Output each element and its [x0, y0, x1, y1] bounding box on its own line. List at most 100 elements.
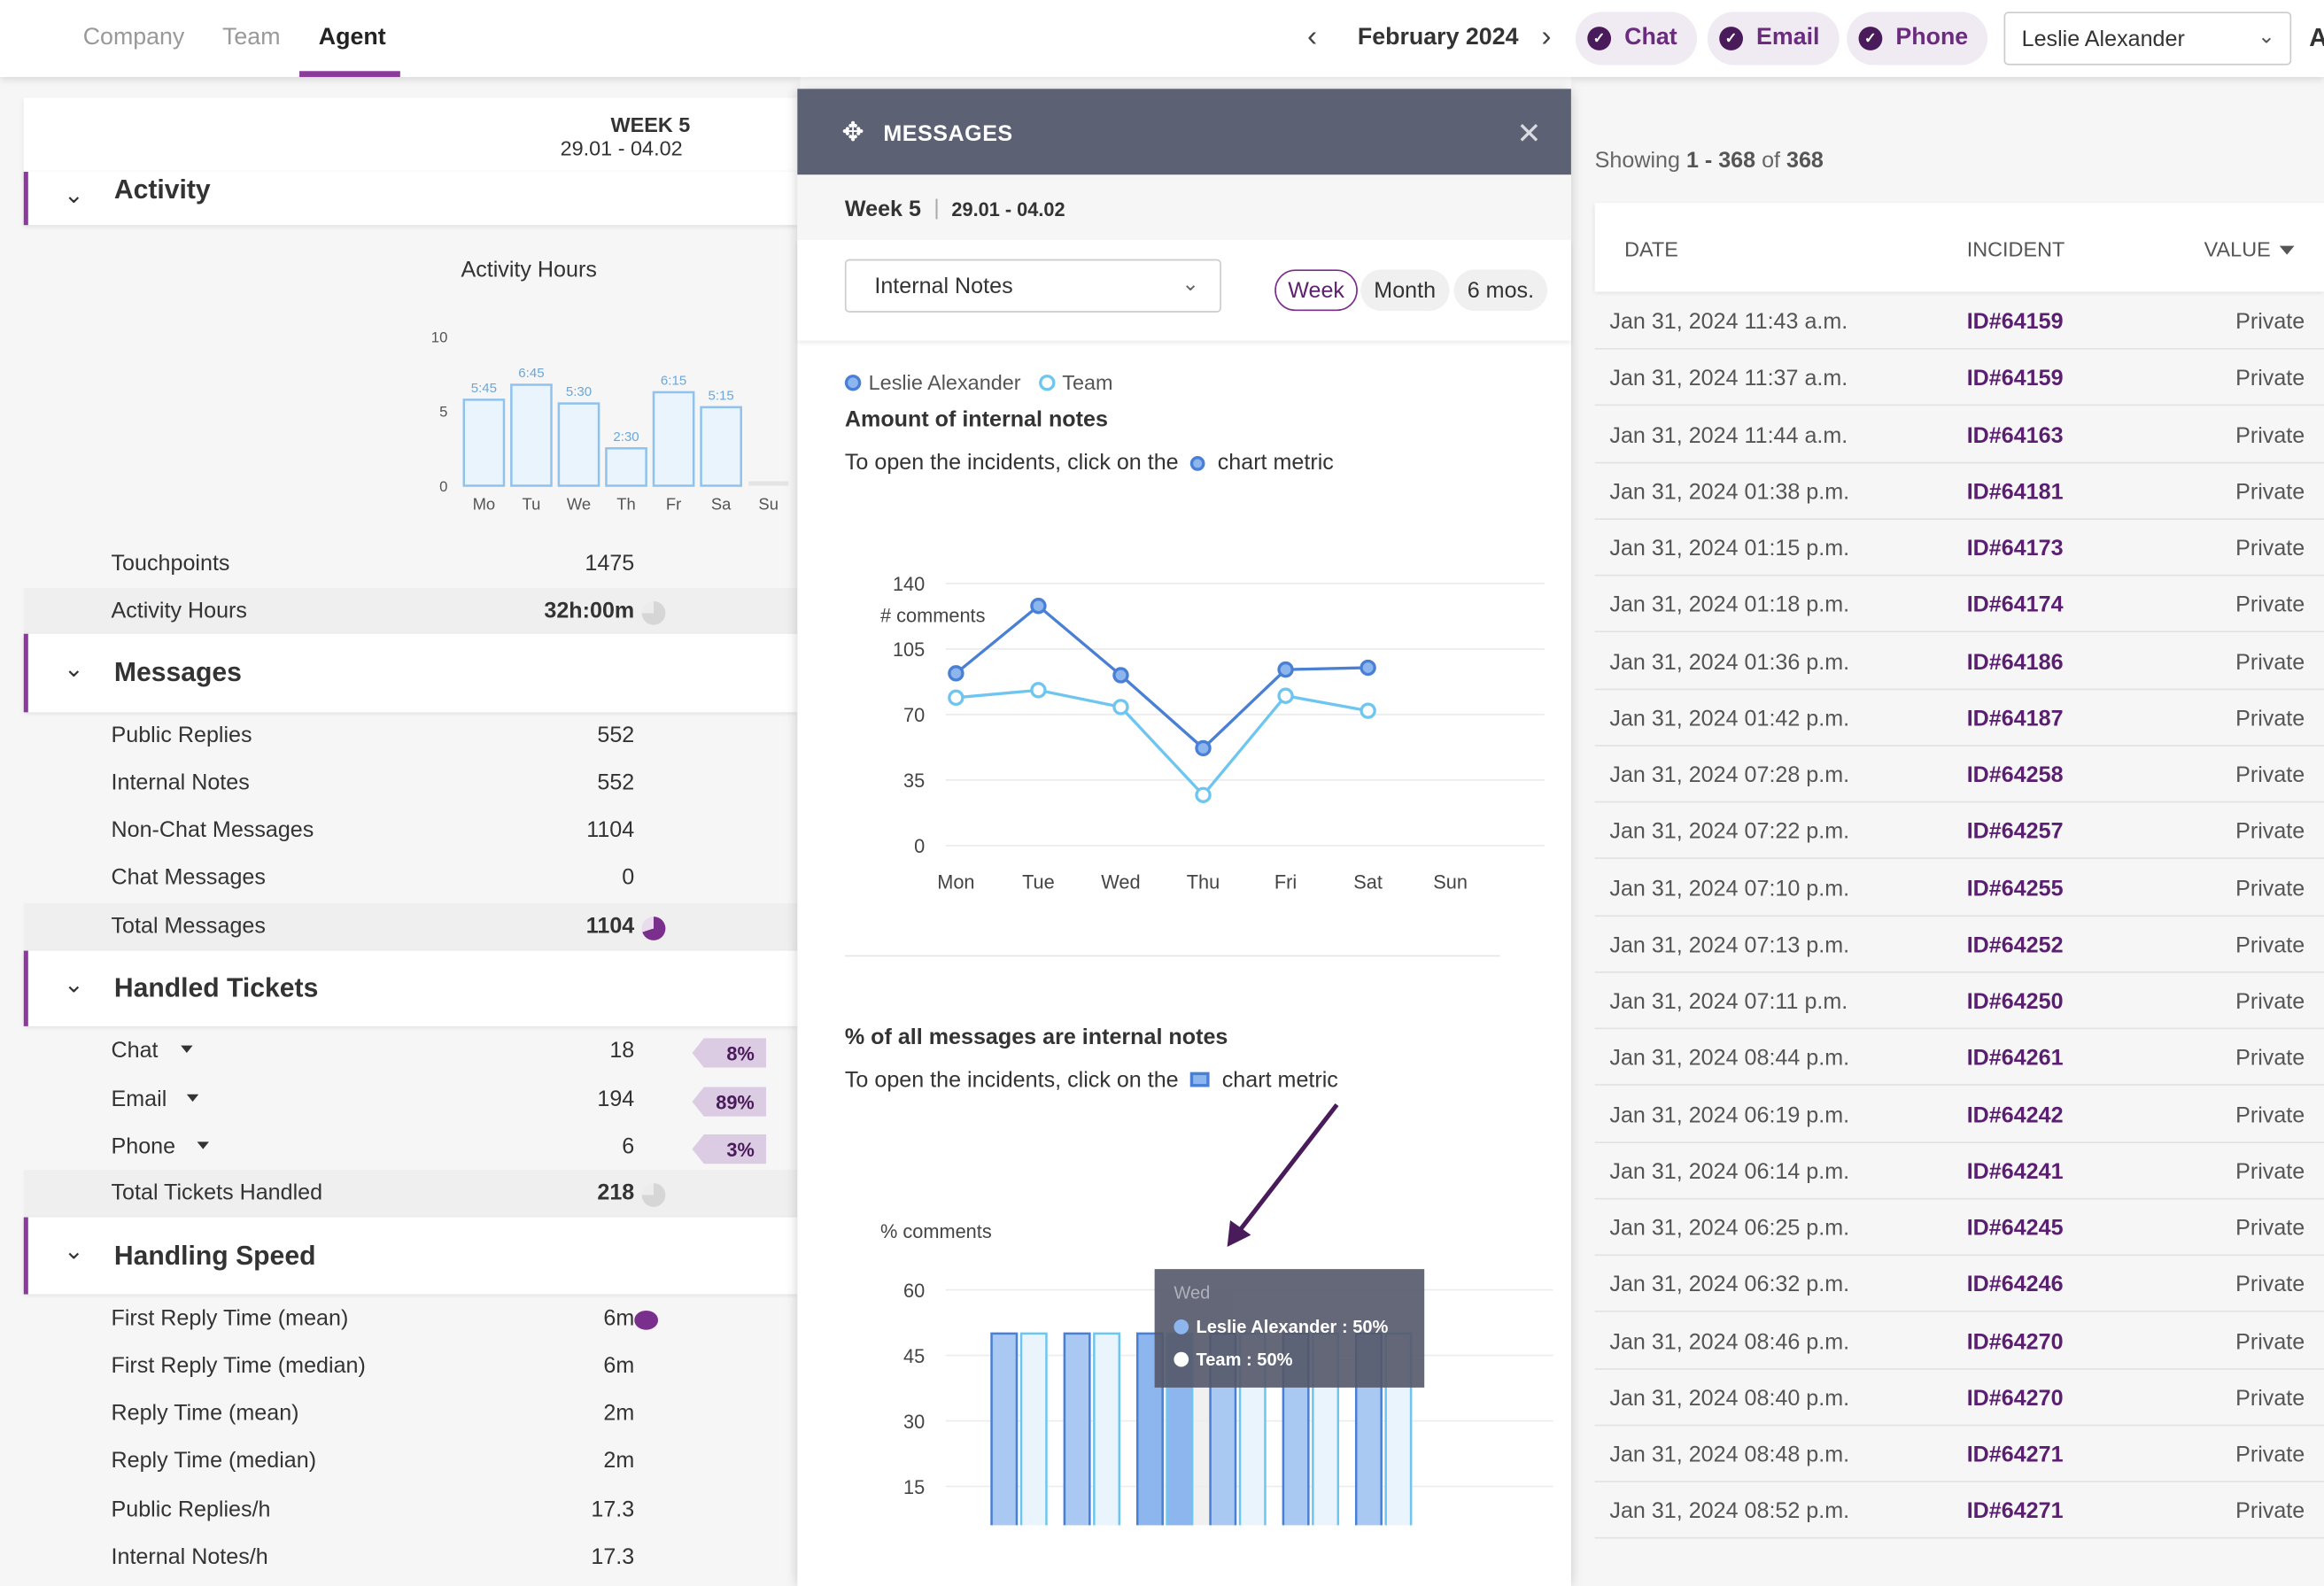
cell-incident-link[interactable]: ID#64258 [1966, 762, 2064, 788]
comment-bubble-icon[interactable] [634, 1310, 659, 1330]
cell-incident-link[interactable]: ID#64242 [1966, 1102, 2064, 1128]
table-row[interactable]: Jan 31, 2024 01:36 p.m. ID#64186 Private [1594, 633, 2324, 690]
cell-incident-link[interactable]: ID#64174 [1966, 592, 2064, 618]
cell-incident-link[interactable]: ID#64255 [1966, 876, 2064, 901]
table-row[interactable]: Jan 31, 2024 08:44 p.m. ID#64261 Private [1594, 1030, 2324, 1087]
pie-chart-icon[interactable] [641, 600, 666, 625]
table-row[interactable]: Jan 31, 2024 08:48 p.m. ID#64271 Private [1594, 1426, 2324, 1482]
table-row[interactable]: Jan 31, 2024 07:22 p.m. ID#64257 Private [1594, 803, 2324, 860]
chevron-down-icon[interactable]: ⌄ [63, 972, 84, 999]
pie-chart-icon[interactable] [641, 1183, 666, 1207]
caret-down-icon[interactable] [197, 1141, 209, 1149]
channel-phone-toggle[interactable]: ✓ Phone [1847, 12, 1987, 66]
cell-incident-link[interactable]: ID#64261 [1966, 1046, 2064, 1072]
table-row[interactable]: Jan 31, 2024 01:42 p.m. ID#64187 Private [1594, 690, 2324, 747]
tab-agent[interactable]: Agent [318, 25, 386, 50]
stat-row-chat-tickets[interactable]: Chat 18 8% [24, 1028, 798, 1076]
table-row[interactable]: Jan 31, 2024 11:37 a.m. ID#64159 Private [1594, 350, 2324, 406]
period-month-button[interactable]: Month [1360, 269, 1450, 312]
table-row[interactable]: Jan 31, 2024 01:18 p.m. ID#64174 Private [1594, 576, 2324, 633]
chevron-down-icon[interactable]: ⌄ [63, 183, 84, 209]
table-row[interactable]: Jan 31, 2024 08:40 p.m. ID#64270 Private [1594, 1369, 2324, 1426]
table-row[interactable]: Jan 31, 2024 01:15 p.m. ID#64173 Private [1594, 520, 2324, 576]
next-month-icon[interactable]: › [1541, 20, 1552, 54]
legend-item-agent[interactable]: Leslie Alexander [844, 370, 1021, 394]
period-6mos-button[interactable]: 6 mos. [1453, 269, 1548, 312]
section-handling-speed[interactable]: ⌄ Handling Speed [23, 1217, 798, 1295]
stat-label: Email [111, 1087, 167, 1112]
period-week-button[interactable]: Week [1274, 269, 1359, 312]
metric-select[interactable]: Internal Notes ⌄ [844, 259, 1221, 313]
table-row[interactable]: Jan 31, 2024 06:14 p.m. ID#64241 Private [1594, 1143, 2324, 1200]
hint-text: chart metric [1217, 450, 1334, 476]
section-activity[interactable]: ⌄ Activity [23, 171, 798, 226]
table-row[interactable]: Jan 31, 2024 07:13 p.m. ID#64252 Private [1594, 917, 2324, 973]
x-tick-label: Th [616, 494, 635, 513]
section-handled-tickets[interactable]: ⌄ Handled Tickets [23, 950, 798, 1026]
chevron-down-icon[interactable]: ⌄ [63, 1239, 84, 1265]
tab-team[interactable]: Team [222, 25, 281, 50]
tab-company[interactable]: Company [82, 25, 185, 50]
table-row[interactable]: Jan 31, 2024 06:25 p.m. ID#64245 Private [1594, 1200, 2324, 1257]
cell-incident-link[interactable]: ID#64159 [1966, 309, 2064, 335]
table-row[interactable]: Jan 31, 2024 11:43 a.m. ID#64159 Private [1594, 293, 2324, 350]
channel-email-toggle[interactable]: ✓ Email [1707, 12, 1840, 66]
caret-down-icon[interactable] [181, 1045, 193, 1053]
cut-off-button-text[interactable]: A [2309, 24, 2324, 53]
stat-row-phone-tickets[interactable]: Phone 6 3% [24, 1124, 798, 1172]
caret-down-icon[interactable] [186, 1094, 199, 1102]
cell-incident-link[interactable]: ID#64250 [1966, 989, 2064, 1015]
table-row[interactable]: Jan 31, 2024 07:28 p.m. ID#64258 Private [1594, 747, 2324, 803]
stat-value: 17.3 [591, 1544, 635, 1570]
table-row[interactable]: Jan 31, 2024 06:19 p.m. ID#64242 Private [1594, 1087, 2324, 1143]
sort-desc-icon[interactable] [2279, 245, 2295, 255]
cell-incident-link[interactable]: ID#64271 [1966, 1498, 2064, 1525]
cell-incident-link[interactable]: ID#64159 [1966, 366, 2064, 391]
pie-chart-icon[interactable] [641, 917, 666, 940]
column-header-incident[interactable]: INCIDENT [1966, 236, 2065, 261]
cell-incident-link[interactable]: ID#64257 [1966, 819, 2064, 845]
legend-item-team[interactable]: Team [1038, 370, 1113, 394]
cell-incident-link[interactable]: ID#64271 [1966, 1442, 2064, 1468]
move-icon[interactable]: ✥ [841, 117, 864, 147]
cell-incident-link[interactable]: ID#64181 [1966, 479, 2064, 505]
cell-incident-link[interactable]: ID#64270 [1966, 1328, 2064, 1355]
column-header-value[interactable]: VALUE [2204, 236, 2271, 261]
table-row[interactable]: Jan 31, 2024 07:10 p.m. ID#64255 Private [1594, 860, 2324, 917]
stat-row-email-tickets[interactable]: Email 194 89% [24, 1077, 798, 1125]
x-tick-label: Thu [1187, 870, 1220, 893]
close-icon[interactable]: ✕ [1516, 118, 1542, 151]
prev-month-icon[interactable]: ‹ [1307, 20, 1318, 54]
cell-incident-link[interactable]: ID#64186 [1966, 649, 2064, 675]
showing-count: Showing 1 - 368 of 368 [1595, 148, 1824, 173]
column-header-date[interactable]: DATE [1624, 236, 1678, 261]
channel-chat-toggle[interactable]: ✓ Chat [1575, 12, 1697, 66]
table-row[interactable]: Jan 31, 2024 08:52 p.m. ID#64271 Private [1594, 1482, 2324, 1539]
cell-value: Private [2235, 876, 2305, 901]
cell-incident-link[interactable]: ID#64270 [1966, 1385, 2064, 1412]
cell-incident-link[interactable]: ID#64246 [1966, 1272, 2064, 1298]
cell-incident-link[interactable]: ID#64252 [1966, 932, 2064, 958]
table-row[interactable]: Jan 31, 2024 11:44 a.m. ID#64163 Private [1594, 406, 2324, 463]
table-row[interactable]: Jan 31, 2024 01:38 p.m. ID#64181 Private [1594, 463, 2324, 520]
agent-select[interactable]: Leslie Alexander ⌄ [2003, 12, 2292, 66]
cell-incident-link[interactable]: ID#64173 [1966, 536, 2064, 561]
cell-incident-link[interactable]: ID#64163 [1966, 422, 2064, 448]
stat-label: First Reply Time (median) [111, 1353, 366, 1379]
stat-label: Non-Chat Messages [111, 817, 314, 843]
internal-notes-line-chart[interactable]: # comments 0 35 70 105 140 Mon Tue Wed Thu Fri Sat S… [842, 507, 1553, 907]
table-row[interactable]: Jan 31, 2024 07:11 p.m. ID#64250 Private [1594, 973, 2324, 1030]
table-row[interactable]: Jan 31, 2024 06:32 p.m. ID#64246 Private [1594, 1257, 2324, 1313]
cell-incident-link[interactable]: ID#64245 [1966, 1215, 2064, 1242]
section-messages[interactable]: ⌄ Messages [23, 633, 798, 713]
internal-notes-percent-bar-chart[interactable]: % comments015304560MonTueWedThuFriSatSun [842, 1126, 1553, 1526]
chevron-down-icon[interactable]: ⌄ [63, 657, 84, 683]
cell-incident-link[interactable]: ID#64187 [1966, 706, 2064, 731]
stat-value: 6m [603, 1305, 635, 1332]
modal-header[interactable]: ✥ MESSAGES ✕ [797, 89, 1571, 175]
cell-date: Jan 31, 2024 07:13 p.m. [1609, 932, 1850, 958]
bar-team [1019, 1332, 1048, 1526]
table-row[interactable]: Jan 31, 2024 08:46 p.m. ID#64270 Private [1594, 1312, 2324, 1370]
x-tick-label: Tue [1022, 870, 1055, 893]
cell-incident-link[interactable]: ID#64241 [1966, 1158, 2064, 1185]
